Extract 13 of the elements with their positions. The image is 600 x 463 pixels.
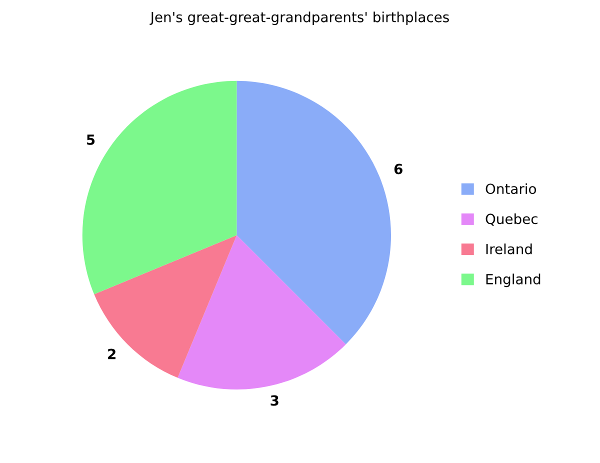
data-label: 5 <box>86 134 95 145</box>
data-label: 6 <box>394 164 402 174</box>
legend-label: Ireland <box>486 244 532 254</box>
pie-slice <box>236 80 392 344</box>
pie-slice <box>94 235 237 378</box>
legend-label: Quebec <box>486 213 538 226</box>
legend-label: Ontario <box>486 183 536 194</box>
pie-slice <box>178 235 346 390</box>
data-label: 3 <box>270 395 278 406</box>
chart-title: Jen's great-great-grandparents' birthplaces <box>150 12 449 26</box>
data-label: 2 <box>108 348 116 360</box>
pie-slice <box>82 80 237 294</box>
legend-label: England <box>486 274 540 288</box>
